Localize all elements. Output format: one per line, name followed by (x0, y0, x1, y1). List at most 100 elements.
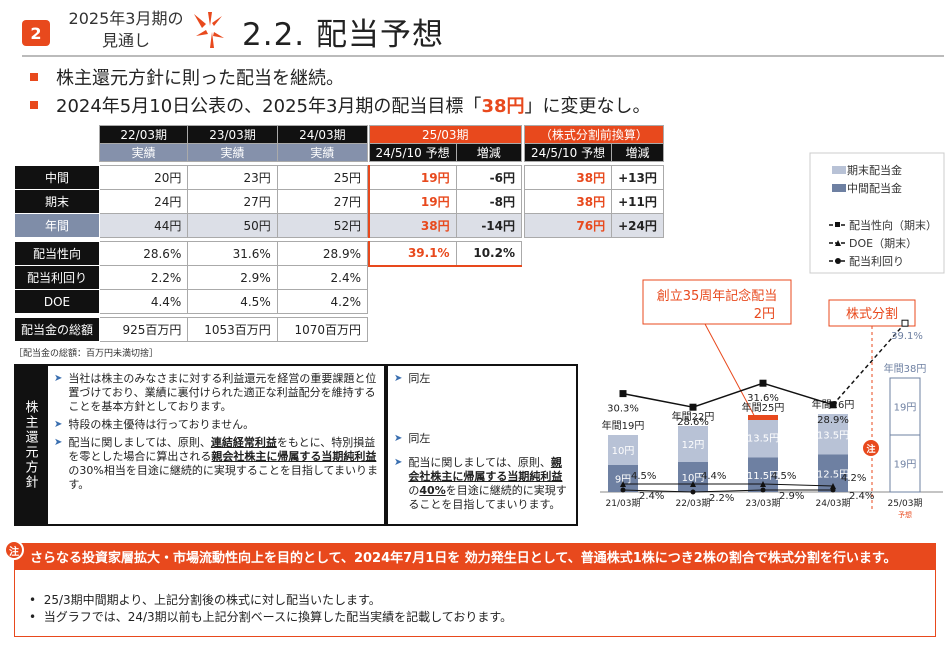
cell: 27円 (187, 189, 278, 214)
cell: 27円 (276, 189, 369, 214)
yield-line-segment (622, 489, 694, 493)
presplit-sub: 24/5/10 予想 (523, 143, 613, 162)
doe-label: 4.4% (701, 471, 726, 482)
bar-period-end (889, 377, 921, 436)
row-label: 年間 (13, 213, 101, 238)
doe-line-segment (762, 483, 834, 487)
policy-text: 同左 (408, 372, 431, 385)
forecast-sub: 24/5/10 予想 (368, 143, 457, 162)
table-row: DOE 4.4% 4.5% 4.2% (13, 289, 369, 314)
anniversary-pointer (704, 323, 764, 433)
payout-point (759, 379, 767, 387)
note-badge-icon (863, 440, 879, 456)
col-23-03: 23/03期 (187, 125, 278, 144)
cell: 38円 (523, 189, 613, 214)
bullet-2-text-post: 」に変更なし。 (524, 96, 651, 117)
legend-payout: 配当性向（期末） (849, 218, 937, 232)
policy-emphasis: 親会社株主に帰属する当期純利益 (408, 456, 563, 483)
notice-details: • 25/3期中間期より、上記分割後の株式に対し配当いたします。 • 当グラフで… (14, 569, 936, 637)
yield-point (620, 487, 626, 493)
cell: 50円 (187, 213, 278, 238)
policy-text: を目途に継続的に実現することを目指してまいります。 (408, 484, 567, 511)
payout-label: 30.3% (607, 404, 639, 415)
annual-label: 年間25円 (742, 401, 785, 414)
policy-emphasis: 40% (419, 484, 446, 497)
doe-label: 4.2% (841, 473, 866, 484)
policy-text: の (408, 484, 420, 497)
yield-label: 2.9% (779, 491, 804, 502)
row-label: DOE (13, 289, 101, 314)
split-label: 株式分割 (846, 306, 898, 322)
cell: 19円 (367, 165, 457, 190)
table-corner (15, 126, 100, 144)
cell: 2.9% (187, 265, 278, 290)
chart-marks: 9円 10円 年間19円 21/03期 10円 12円 年間22円 22/03期 11.5円 13… (600, 319, 943, 519)
cell: -14円 (455, 213, 523, 238)
payout-label: 39.1% (891, 331, 923, 342)
payout-label: 28.6% (677, 417, 709, 428)
period-label: 2025年3月期の 見通し (64, 8, 188, 52)
presplit-table: （株式分割前換算） 24/5/10 予想 増減 38円 +13円 38円 +11円 … (523, 125, 664, 238)
anniversary-line1: 創立35周年記念配当 (657, 288, 778, 304)
policy-item: ➤ 同左 (394, 432, 431, 445)
cell: 4.4% (99, 289, 189, 314)
row-label: 配当金の総額 (13, 317, 101, 342)
policy-text: 特段の株主優待は行っておりません。 (68, 418, 255, 431)
cell: 4.2% (276, 289, 369, 314)
policy-item: ➤ 配当に関しましては、原則、連結経常利益をもとに、特別損益を零とした場合に算出… (54, 436, 378, 491)
table-row: 配当金の総額 925百万円 1053百万円 1070百万円 (13, 317, 369, 342)
change-label: 増減 (455, 143, 523, 162)
notice-detail-line: • 25/3期中間期より、上記分割後の株式に対し配当いたします。 (29, 593, 381, 607)
notice-post: 普通株式1株につき2株の割合で株式分割を行います。 (580, 550, 897, 566)
legend-swatch-period-end (832, 166, 846, 174)
cell: 38円 (523, 165, 613, 190)
actual-label: 実績 (99, 143, 189, 162)
payout-line-segment (692, 382, 764, 408)
legend-yield: 配当利回り (849, 254, 904, 268)
notice-detail-line: • 当グラフでは、24/3期以前も上記分割ベースに換算した配当実績を記載しており… (29, 610, 513, 624)
legend-marker-doe (835, 240, 841, 246)
annual-label: 年間38円 (884, 362, 927, 375)
dividend-table: 22/03期 23/03期 24/03期 実績 実績 実績 中間 20円 23円… (13, 125, 369, 342)
legend-marker-payout (835, 222, 840, 227)
x-tick-label: 21/03期 (606, 498, 641, 509)
bar-period-end (748, 417, 778, 458)
notice-badge: 注 (4, 540, 24, 560)
bullet-2: 2024年5月10日公表の、2025年3月期の配当目標「 38円 」に変更なし。 (30, 92, 651, 118)
legend-interim: 中間配当金 (847, 181, 902, 195)
notice-detail-text: 当グラフでは、24/3期以前も上記分割ベースに換算した配当実績を記載しております… (43, 610, 513, 624)
payout-line-segment (622, 392, 694, 408)
policy-text: 配当に関しましては、原則、 (408, 456, 551, 469)
bar-period-end (608, 435, 638, 465)
doe-point (690, 481, 696, 487)
cell: -8円 (455, 189, 523, 214)
bar-label-interim: 19円 (894, 460, 917, 471)
cell: 4.5% (187, 289, 278, 314)
forecast-table: 25/03期 24/5/10 予想 増減 19円 -6円 19円 -8円 38円 -1… (367, 125, 523, 267)
cell: 10.2% (455, 241, 523, 267)
notice-date: 2024年7月1日 (353, 550, 448, 566)
policy-text: 配当に関しましては、原則、 (68, 436, 211, 449)
row-label: 配当性向 (13, 241, 101, 266)
cell: 2.2% (99, 265, 189, 290)
legend-swatch-interim (832, 184, 846, 192)
x-tick-label: 23/03期 (746, 498, 781, 509)
row-label: 配当利回り (13, 265, 101, 290)
cell: 23円 (187, 165, 278, 190)
bar-label-period-end: 19円 (894, 403, 917, 414)
annual-label: 年間19円 (602, 419, 645, 432)
col-22-03: 22/03期 (99, 125, 189, 144)
anniversary-marker (748, 415, 778, 420)
doe-point (620, 481, 626, 487)
yield-line-segment (692, 489, 764, 493)
cell: 24円 (99, 189, 189, 214)
cell: 28.9% (276, 241, 369, 266)
page-title: 2.2. 配当予想 (242, 17, 445, 53)
change-label: 増減 (611, 143, 664, 162)
bar-label-interim: 9円 (615, 475, 631, 486)
bullet-2-highlight: 38円 (481, 96, 525, 117)
period-line2: 見通し (101, 31, 150, 50)
table-row: 配当利回り 2.2% 2.9% 2.4% (13, 265, 369, 290)
policy-text: 当社は株主のみなさまに対する利益還元を経営の重要課題と位置づけており、業績に裏付… (68, 372, 377, 413)
legend-marker-yield (835, 258, 841, 264)
